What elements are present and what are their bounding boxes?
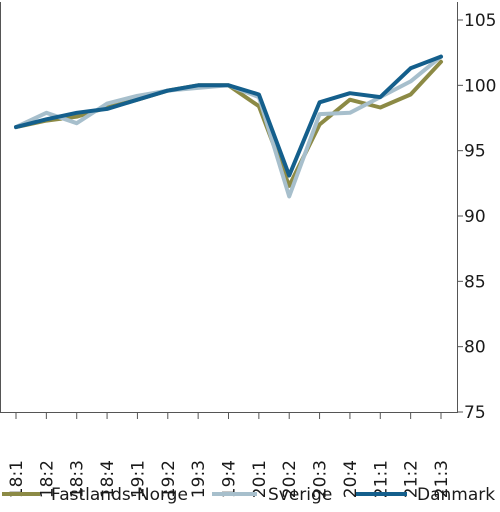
x-tick-label: 19:4: [220, 460, 240, 498]
series-line-fastlands-norge: [14, 59, 443, 188]
legend-label: Sverige: [268, 485, 332, 505]
x-axis-ticks: 18:1 18:2 18:3 18:4 19:1 19:2 19:3 19:4 20:1 20:2…: [7, 412, 452, 498]
x-tick-label: 20:1: [250, 460, 270, 498]
x-tick-label: 19:1: [128, 460, 148, 498]
y-tick-label: 105: [464, 11, 496, 31]
x-tick-label: 21:1: [371, 460, 391, 498]
y-axis-ticks: 75 80 85 90 95 100 105: [457, 11, 496, 423]
y-tick-label: 85: [464, 272, 486, 292]
x-tick-label: 20:4: [341, 460, 361, 498]
y-tick-label: 100: [464, 76, 496, 96]
x-tick-label: 20:2: [280, 460, 300, 498]
series-line-danmark: [14, 54, 443, 178]
x-tick-label: 18:4: [98, 460, 118, 498]
y-tick-label: 80: [464, 338, 486, 358]
plot-frame: [0, 2, 458, 413]
series-lines: [14, 54, 443, 199]
series-line-sverige: [14, 54, 443, 199]
x-tick-label: 21:2: [402, 460, 422, 498]
y-tick-label: 95: [464, 142, 486, 162]
x-tick-label: 18:1: [7, 460, 27, 498]
x-tick-label: 19:3: [189, 460, 209, 498]
x-tick-label: 21:3: [432, 460, 452, 498]
x-tick-label: 18:3: [68, 460, 88, 498]
y-tick-label: 75: [464, 403, 486, 423]
x-tick-label: 19:2: [159, 460, 179, 498]
x-tick-label: 20:3: [311, 460, 331, 498]
legend-label: Fastlands-Norge: [51, 485, 188, 505]
x-tick-label: 18:2: [37, 460, 57, 498]
legend: Fastlands-Norge Sverige Danmark: [2, 485, 495, 505]
legend-label: Danmark: [417, 485, 495, 505]
y-tick-label: 90: [464, 207, 486, 227]
